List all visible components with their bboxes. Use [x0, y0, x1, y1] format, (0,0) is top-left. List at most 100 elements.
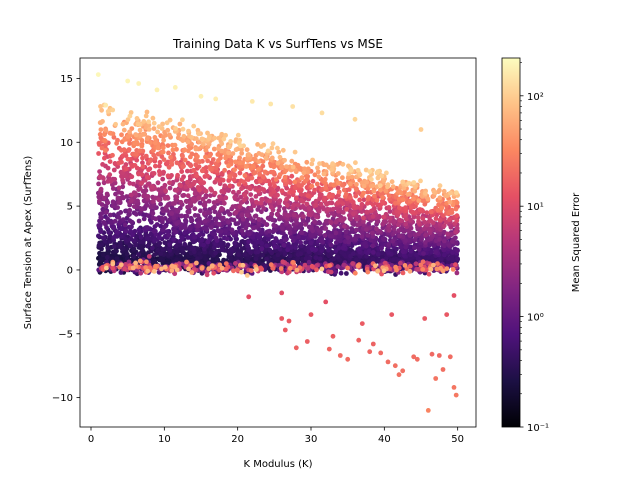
scatter-point	[218, 229, 224, 234]
scatter-point	[420, 267, 426, 272]
scatter-point	[137, 239, 143, 245]
scatter-point	[281, 230, 286, 236]
scatter-point	[433, 216, 439, 222]
scatter-point	[133, 132, 139, 138]
scatter-point	[161, 157, 167, 163]
scatter-point	[361, 190, 366, 196]
scatter-point	[440, 242, 446, 248]
scatter-point	[127, 180, 133, 186]
scatter-point	[180, 247, 185, 253]
scatter-point	[292, 212, 297, 218]
scatter-point	[173, 243, 179, 249]
scatter-point	[249, 175, 255, 181]
scatter-point	[206, 198, 212, 204]
scatter-point	[138, 133, 144, 139]
scatter-point	[400, 197, 406, 203]
scatter-point	[370, 202, 376, 207]
scatter-point	[386, 242, 392, 247]
scatter-point	[223, 228, 229, 234]
scatter-point	[123, 166, 129, 172]
scatter-point	[312, 187, 317, 193]
scatter-point	[359, 234, 365, 239]
scatter-point	[421, 251, 426, 256]
scatter-point	[228, 247, 234, 252]
scatter-point	[306, 259, 312, 265]
scatter-point	[162, 224, 168, 230]
scatter-point	[128, 192, 134, 198]
scatter-point	[420, 216, 426, 221]
scatter-point	[370, 183, 376, 189]
scatter-point	[96, 181, 101, 187]
scatter-point	[204, 272, 210, 278]
scatter-point	[370, 250, 376, 255]
scatter-point	[169, 211, 175, 216]
scatter-point	[254, 199, 259, 205]
scatter-point	[231, 268, 236, 274]
scatter-point	[335, 200, 341, 206]
scatter-point	[102, 132, 107, 138]
scatter-point	[454, 270, 460, 276]
scatter-point	[222, 167, 228, 173]
scatter-point	[307, 255, 313, 261]
scatter-point	[174, 221, 180, 227]
scatter-point	[299, 175, 305, 181]
scatter-point	[282, 174, 288, 180]
scatter-point	[157, 172, 163, 177]
scatter-point	[148, 140, 153, 146]
scatter-point	[317, 256, 323, 262]
scatter-point	[195, 256, 200, 261]
scatter-point	[178, 254, 183, 259]
scatter-point	[147, 158, 153, 164]
scatter-point	[132, 163, 138, 168]
scatter-point	[163, 188, 169, 194]
scatter-point	[131, 247, 137, 252]
scatter-point	[449, 207, 455, 213]
scatter-point	[328, 269, 334, 275]
scatter-point	[155, 145, 161, 151]
scatter-point	[454, 213, 460, 219]
scatter-point	[398, 260, 403, 266]
scatter-point	[352, 236, 358, 242]
scatter-point	[322, 176, 328, 182]
scatter-point	[111, 244, 117, 249]
scatter-point	[252, 213, 258, 219]
scatter-point	[316, 208, 322, 214]
scatter-point	[258, 178, 263, 184]
scatter-point	[179, 213, 185, 219]
scatter-point	[231, 177, 237, 183]
scatter-point	[137, 186, 143, 191]
scatter-point	[330, 206, 336, 212]
scatter-point	[250, 163, 256, 169]
scatter-point	[335, 180, 341, 186]
scatter-point	[208, 166, 213, 172]
scatter-point	[172, 142, 178, 148]
scatter-point	[239, 212, 245, 218]
scatter-point	[226, 219, 231, 225]
scatter-point	[259, 246, 265, 252]
scatter-point	[153, 263, 158, 269]
scatter-point	[454, 218, 460, 224]
scatter-point	[423, 232, 428, 238]
scatter-point	[174, 160, 180, 166]
scatter-point	[125, 156, 131, 162]
scatter-point	[425, 196, 431, 202]
scatter-point	[226, 163, 232, 169]
scatter-point	[145, 243, 151, 249]
scatter-point	[390, 238, 396, 244]
scatter-point	[417, 207, 423, 212]
scatter-point	[224, 236, 230, 242]
scatter-point	[323, 226, 329, 231]
scatter-point	[197, 232, 202, 238]
scatter-point	[131, 204, 137, 210]
scatter-point	[191, 168, 197, 173]
scatter-point	[349, 226, 354, 231]
scatter-point	[259, 152, 265, 158]
scatter-point	[120, 246, 126, 252]
scatter-point	[202, 210, 207, 216]
scatter-point	[139, 143, 145, 149]
scatter-point	[233, 261, 238, 266]
scatter-point	[167, 247, 173, 253]
scatter-point	[97, 174, 103, 180]
scatter-point	[320, 239, 325, 245]
scatter-point	[273, 236, 279, 241]
